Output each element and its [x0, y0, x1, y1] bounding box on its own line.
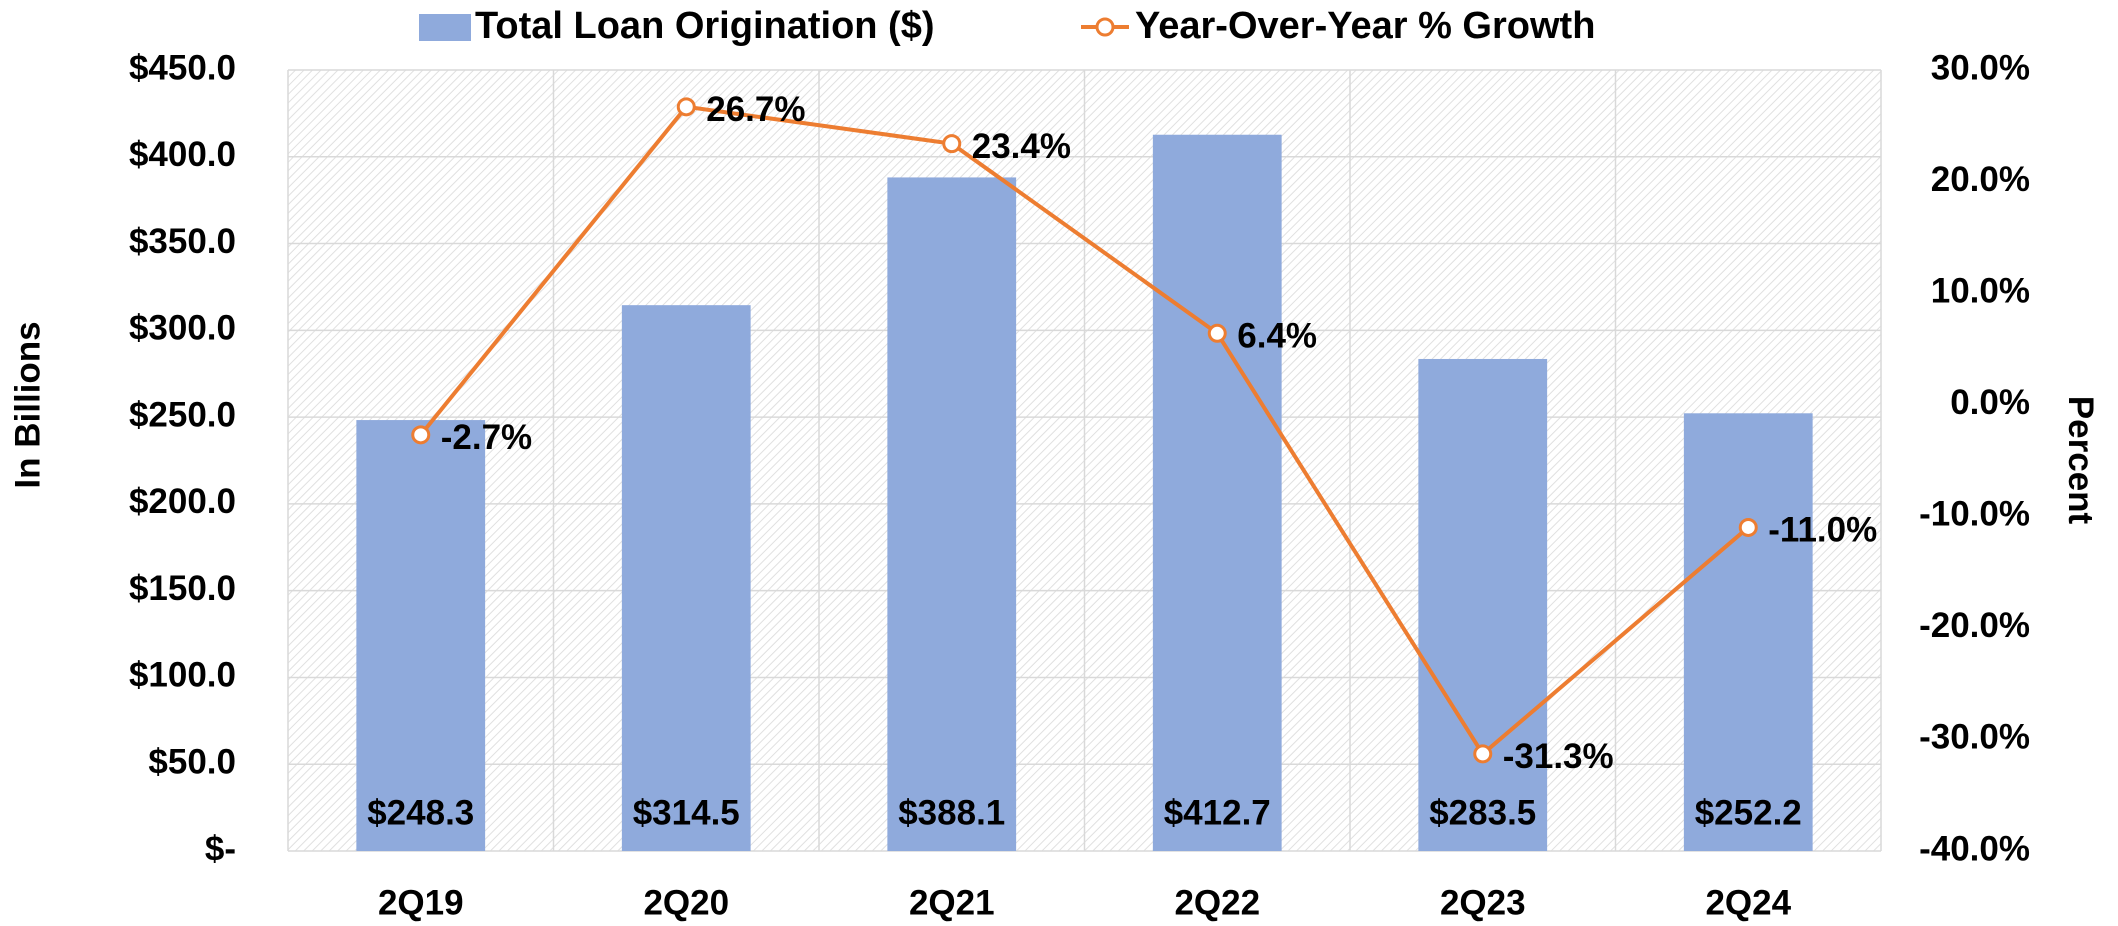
y2-tick-label: 10.0%	[1931, 271, 2030, 310]
line-marker	[676, 97, 696, 117]
line-value-label: 6.4%	[1237, 317, 1317, 356]
line-value-label: -2.7%	[441, 418, 532, 457]
line-marker	[1473, 744, 1493, 764]
line-marker	[1738, 517, 1758, 537]
y2-tick-label: -20.0%	[1919, 606, 2030, 645]
line	[419, 104, 1750, 757]
line-value-label: 26.7%	[706, 90, 805, 129]
y-tick-label: $150.0	[129, 569, 236, 608]
y-tick-label: $200.0	[129, 482, 236, 521]
y2-tick-label: 20.0%	[1931, 160, 2030, 199]
legend-label: Total Loan Origination ($)	[475, 5, 935, 47]
bar	[621, 305, 751, 851]
line-value-label: 23.4%	[972, 127, 1071, 166]
x-tick-label: 2Q20	[643, 883, 729, 922]
bar	[356, 420, 486, 851]
line-marker	[411, 425, 431, 445]
bar-value-label: $388.1	[898, 793, 1005, 832]
y-tick-label: $450.0	[129, 48, 236, 87]
line-value-label: -31.3%	[1503, 737, 1614, 776]
legend-label: Year-Over-Year % Growth	[1135, 5, 1595, 47]
bar-value-label: $283.5	[1429, 793, 1536, 832]
legend-swatch	[419, 14, 471, 41]
y-tick-label: $300.0	[129, 309, 236, 348]
y2-tick-label: 30.0%	[1931, 48, 2030, 87]
y-tick-label: $350.0	[129, 222, 236, 261]
x-tick-label: 2Q22	[1174, 883, 1260, 922]
y2-tick-label: -30.0%	[1919, 718, 2030, 757]
x-tick-label: 2Q23	[1440, 883, 1526, 922]
y2-tick-label: -10.0%	[1919, 495, 2030, 534]
bar	[887, 177, 1017, 851]
x-tick-label: 2Q24	[1705, 883, 1791, 922]
line-value-label: -11.0%	[1768, 511, 1877, 550]
bar	[1152, 134, 1282, 852]
bar-value-label: $252.2	[1695, 793, 1802, 832]
legend-marker	[1095, 17, 1115, 37]
y-tick-label: $50.0	[148, 742, 236, 781]
y2-tick-label: 0.0%	[1950, 383, 2030, 422]
bar-value-label: $412.7	[1164, 793, 1271, 832]
x-tick-label: 2Q21	[909, 883, 995, 922]
line-marker	[1207, 323, 1227, 343]
y-tick-label: $100.0	[129, 656, 236, 695]
bar	[1418, 358, 1548, 851]
y-axis-title: In Billions	[8, 321, 47, 488]
line-marker	[942, 134, 962, 154]
y-tick-label: $-	[205, 829, 236, 868]
x-tick-label: 2Q19	[378, 883, 464, 922]
y-tick-label: $400.0	[129, 135, 236, 174]
y2-axis-title: Percent	[2061, 396, 2100, 525]
bar-value-label: $248.3	[367, 793, 474, 832]
bar-value-label: $314.5	[633, 793, 740, 832]
bar	[1683, 413, 1813, 851]
y-tick-label: $250.0	[129, 395, 236, 434]
y2-tick-label: -40.0%	[1919, 829, 2030, 868]
